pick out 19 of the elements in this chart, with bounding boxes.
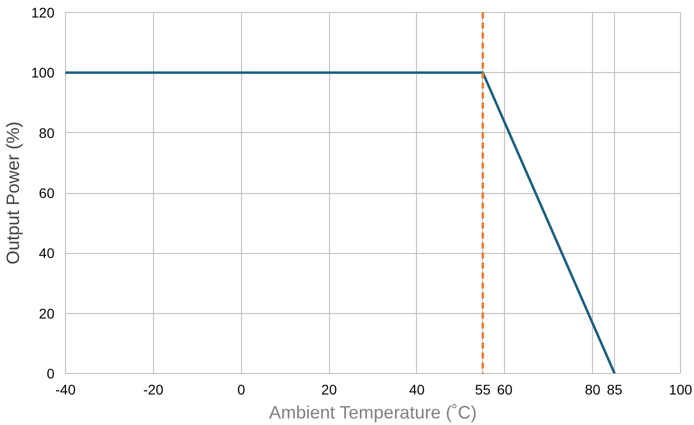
y-tick-label: 40 [38,245,55,262]
x-tick-label: 40 [409,382,425,398]
y-tick-label: 100 [31,64,55,81]
y-axis-title: Output Power (%) [3,121,24,265]
x-axis-title: Ambient Temperature (˚C) [268,402,477,422]
y-tick-label: 0 [46,366,55,382]
y-tick-label: 20 [38,305,55,322]
y-tick-label: 80 [38,124,55,141]
x-tick-label: 100 [668,382,692,398]
y-tick-label: 120 [31,4,55,20]
x-tick-label: 85 [606,382,623,398]
x-tick-label: 0 [237,382,246,398]
x-tick-label: -40 [55,382,76,398]
x-tick-label: 80 [584,382,601,398]
y-tick-label: 60 [38,185,55,201]
x-tick-label: 60 [497,382,513,398]
x-tick-label: 20 [321,382,338,398]
x-tick-label: -20 [143,382,164,398]
x-tick-label: 55 [475,382,491,398]
